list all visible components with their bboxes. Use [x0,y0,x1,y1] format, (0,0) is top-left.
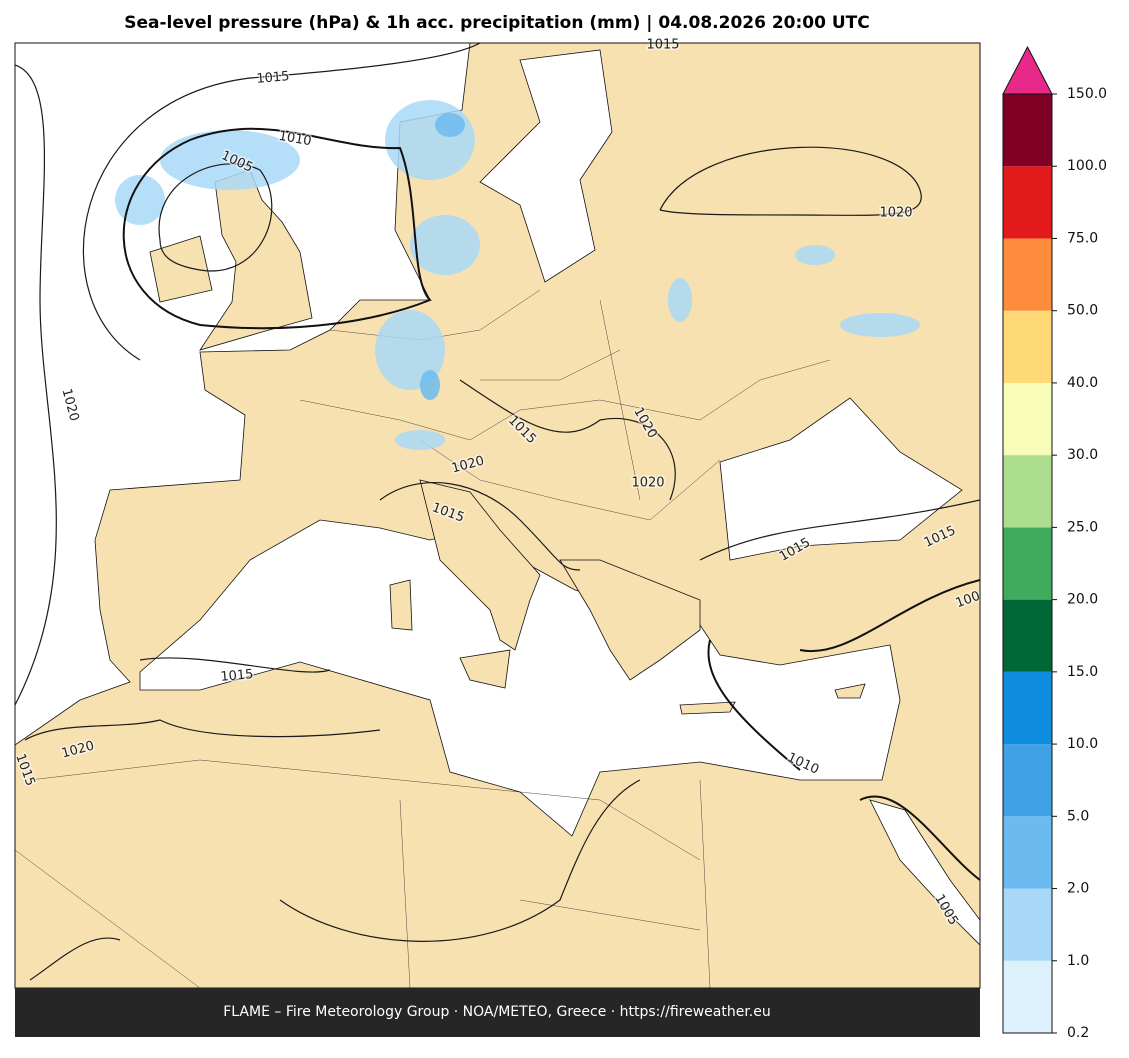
precip [395,430,445,450]
sardinia [389,579,413,631]
contour-label: 1015 [256,69,290,87]
sicily [459,649,511,689]
colorbar: 0.2 1.0 2.0 5.0 10.0 15.0 20.0 25.0 30.0 40.0 50.0… [1002,45,1107,1041]
isobar [122,127,432,330]
great-britain [199,169,313,351]
colorbar-segment [1003,744,1052,817]
contour-label: 1015 [646,38,679,53]
isobar [379,379,676,571]
colorbar-segment [1003,527,1052,600]
isobar [707,579,980,881]
footer-text: FLAME – Fire Meteorology Group · NOA/MET… [223,1004,771,1020]
isobar [158,163,273,272]
colorbar-tick-label: 10.0 [1067,736,1098,752]
colorbar-extend [1002,45,1053,95]
isobar [139,499,980,673]
colorbar-tick-label: 5.0 [1067,808,1089,824]
colorbar-frame [1002,93,1053,1034]
colorbar-segment [1003,94,1052,167]
black-sea [719,397,963,561]
colorbar-tick-label: 0.2 [1067,1025,1089,1041]
balkans [559,559,701,681]
colorbar-tick-label: 1.0 [1067,953,1089,969]
isobar [82,43,481,361]
colorbar-segment [1003,310,1052,383]
colorbar-tick-label: 15.0 [1067,664,1098,680]
map-title: Sea-level pressure (hPa) & 1h acc. preci… [124,13,870,33]
isobar [659,146,922,216]
isobar [24,719,641,981]
colorbar-tick-label: 30.0 [1067,447,1098,463]
colorbar-tick-label: 75.0 [1067,230,1098,246]
colorbar-segment [1003,166,1052,239]
contour-label: 1020 [631,476,664,491]
contour-label: 1010 [277,129,312,150]
colorbar-segment [1003,599,1052,672]
colorbar-segment [1003,888,1052,961]
colorbar-segment [1003,671,1052,745]
precip [420,370,440,400]
colorbar-tick-label: 40.0 [1067,375,1098,391]
precip [435,113,465,137]
colorbar-tick-label: 100.0 [1067,158,1107,174]
precip [115,175,165,225]
mediterranean [139,519,901,837]
precip [795,245,835,265]
italy [419,479,541,651]
colorbar-segment [1003,455,1052,528]
precip [840,313,920,337]
precip [668,278,692,322]
colorbar-tick-label: 20.0 [1067,592,1098,608]
colorbar-tick-label: 25.0 [1067,519,1098,535]
baltic [479,49,613,283]
precip [375,310,445,390]
borders [15,289,831,988]
colorbar-segment [1003,960,1052,1033]
colorbar-segment [1003,382,1052,456]
colorbar-tick-label: 50.0 [1067,303,1098,319]
colorbar-tick-label: 150.0 [1067,86,1107,102]
ireland [149,235,213,303]
precip [385,100,475,180]
contour-label: 1015 [220,667,254,685]
footer-bar [15,988,980,1037]
contour-label: 1020 [879,206,912,221]
precip [160,130,300,190]
colorbar-segment [1003,238,1052,311]
red-sea [869,799,980,946]
precip [410,215,480,275]
crete [679,701,736,715]
cyprus [834,683,866,699]
isobar [15,64,57,706]
colorbar-tick-label: 2.0 [1067,881,1089,897]
colorbar-segment [1003,816,1052,889]
